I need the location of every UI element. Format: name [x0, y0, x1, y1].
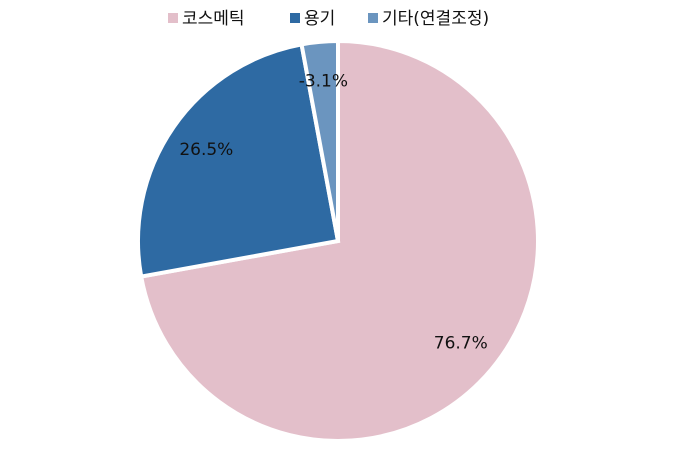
legend-swatch	[368, 13, 378, 23]
legend-swatch	[168, 13, 178, 23]
data-label: 76.7%	[434, 334, 488, 354]
legend-label: 코스메틱	[182, 9, 245, 29]
pie-slice	[299, 38, 340, 242]
data-label: -3.1%	[299, 72, 348, 92]
legend-label: 기타(연결조정)	[382, 9, 489, 29]
legend-swatch	[290, 13, 300, 23]
data-label: 26.5%	[179, 140, 233, 160]
pie-slice	[136, 42, 341, 279]
legend-label: 용기	[304, 9, 335, 29]
